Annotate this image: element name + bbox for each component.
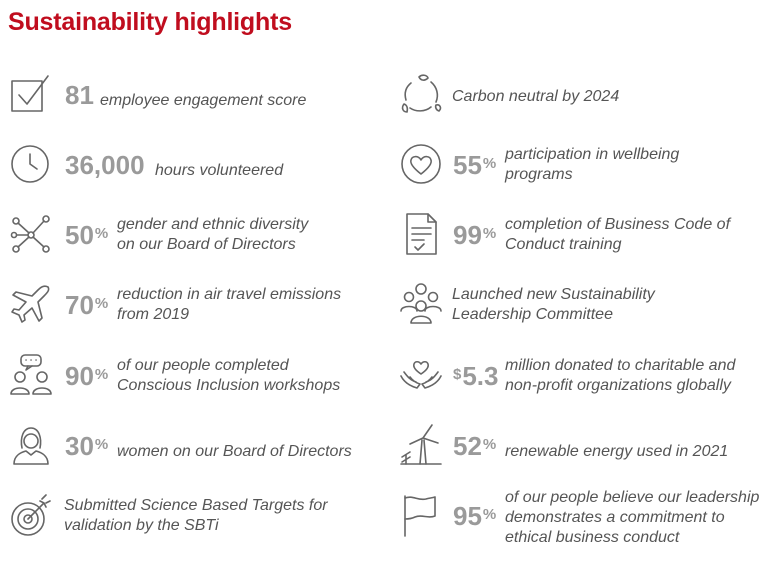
highlight-description: employee engagement score xyxy=(100,92,307,109)
stat-value: 30% xyxy=(65,432,108,460)
stat-value: 52% xyxy=(453,432,496,460)
stat-value: 36,000 xyxy=(65,151,145,179)
flag-icon xyxy=(398,492,444,538)
highlight-description: million donated to charitable and non-pr… xyxy=(505,357,736,394)
stat-value: 99% xyxy=(453,221,496,249)
stat-value: 95% xyxy=(453,502,496,530)
group-icon xyxy=(398,281,444,327)
leaf-cycle-icon xyxy=(398,71,444,117)
stat-value: 90% xyxy=(65,362,108,390)
woman-icon xyxy=(8,422,54,468)
highlight-item: 52% renewable energy used in 2021 xyxy=(398,422,774,482)
stat-number: 55 xyxy=(453,150,482,180)
stat-currency: $ xyxy=(453,366,462,383)
stat-unit: % xyxy=(482,155,497,172)
highlight-description: reduction in air travel emissions from 2… xyxy=(117,286,342,323)
stat-number: 99 xyxy=(453,220,482,250)
stat-unit: % xyxy=(482,506,497,523)
highlight-description: gender and ethnic diversity on our Board… xyxy=(117,216,309,253)
stat-number: 81 xyxy=(65,80,94,110)
wind-turbine-icon xyxy=(398,422,444,468)
highlight-item: 30% women on our Board of Directors xyxy=(8,422,388,482)
stat-number: 5.3 xyxy=(462,361,499,391)
stat-value: 81 xyxy=(65,81,94,109)
highlight-item: 70% reduction in air travel emissions fro… xyxy=(8,281,388,341)
highlight-item: 50% gender and ethnic diversity on our Bo… xyxy=(8,211,388,271)
airplane-icon xyxy=(8,281,54,327)
network-icon xyxy=(8,211,54,257)
hands-heart-icon xyxy=(398,352,444,398)
stat-unit: % xyxy=(482,225,497,242)
highlight-item: Carbon neutral by 2024 xyxy=(398,71,774,131)
highlight-description: of our people believe our leadership dem… xyxy=(505,489,760,546)
highlight-item: 55% participation in wellbeing programs xyxy=(398,141,774,201)
highlight-description: completion of Business Code of Conduct t… xyxy=(505,216,731,253)
stat-unit: % xyxy=(94,436,109,453)
highlight-item: 90% of our people completed Conscious Inc… xyxy=(8,352,388,412)
target-icon xyxy=(8,492,54,538)
stat-number: 52 xyxy=(453,431,482,461)
highlight-description: women on our Board of Directors xyxy=(117,443,352,460)
checkbox-icon xyxy=(8,71,54,117)
stat-value: 55% xyxy=(453,151,496,179)
stat-number: 70 xyxy=(65,290,94,320)
highlight-description: Carbon neutral by 2024 xyxy=(452,88,620,105)
highlight-description: hours volunteered xyxy=(155,162,284,179)
stat-unit: % xyxy=(94,295,109,312)
stat-number: 95 xyxy=(453,501,482,531)
highlight-item: 99% completion of Business Code of Conduc… xyxy=(398,211,774,271)
highlight-description: of our people completed Conscious Inclus… xyxy=(117,357,341,394)
highlight-item: $5.3 million donated to charitable and no… xyxy=(398,352,774,412)
highlight-description: Launched new Sustainability Leadership C… xyxy=(452,286,655,323)
clock-icon xyxy=(8,141,54,187)
stat-number: 30 xyxy=(65,431,94,461)
highlight-item: Submitted Science Based Targets for vali… xyxy=(8,492,388,552)
stat-value: 50% xyxy=(65,221,108,249)
stat-number: 50 xyxy=(65,220,94,250)
heart-circle-icon xyxy=(398,141,444,187)
highlight-description: participation in wellbeing programs xyxy=(505,146,680,183)
document-check-icon xyxy=(398,211,444,257)
highlight-description: renewable energy used in 2021 xyxy=(505,443,729,460)
stat-number: 90 xyxy=(65,361,94,391)
people-chat-icon xyxy=(8,352,54,398)
highlight-item: Launched new Sustainability Leadership C… xyxy=(398,281,774,341)
stat-value: 70% xyxy=(65,291,108,319)
stat-unit: % xyxy=(482,436,497,453)
highlight-item: 81 employee engagement score xyxy=(8,71,388,131)
stat-unit: % xyxy=(94,225,109,242)
stat-number: 36,000 xyxy=(65,150,145,180)
page-title: Sustainability highlights xyxy=(8,8,292,36)
highlight-description: Submitted Science Based Targets for vali… xyxy=(64,497,328,534)
highlight-item: 95% of our people believe our leadership … xyxy=(398,489,774,552)
highlight-item: 36,000 hours volunteered xyxy=(8,141,388,201)
stat-unit: % xyxy=(94,366,109,383)
stat-value: $5.3 xyxy=(453,362,499,390)
